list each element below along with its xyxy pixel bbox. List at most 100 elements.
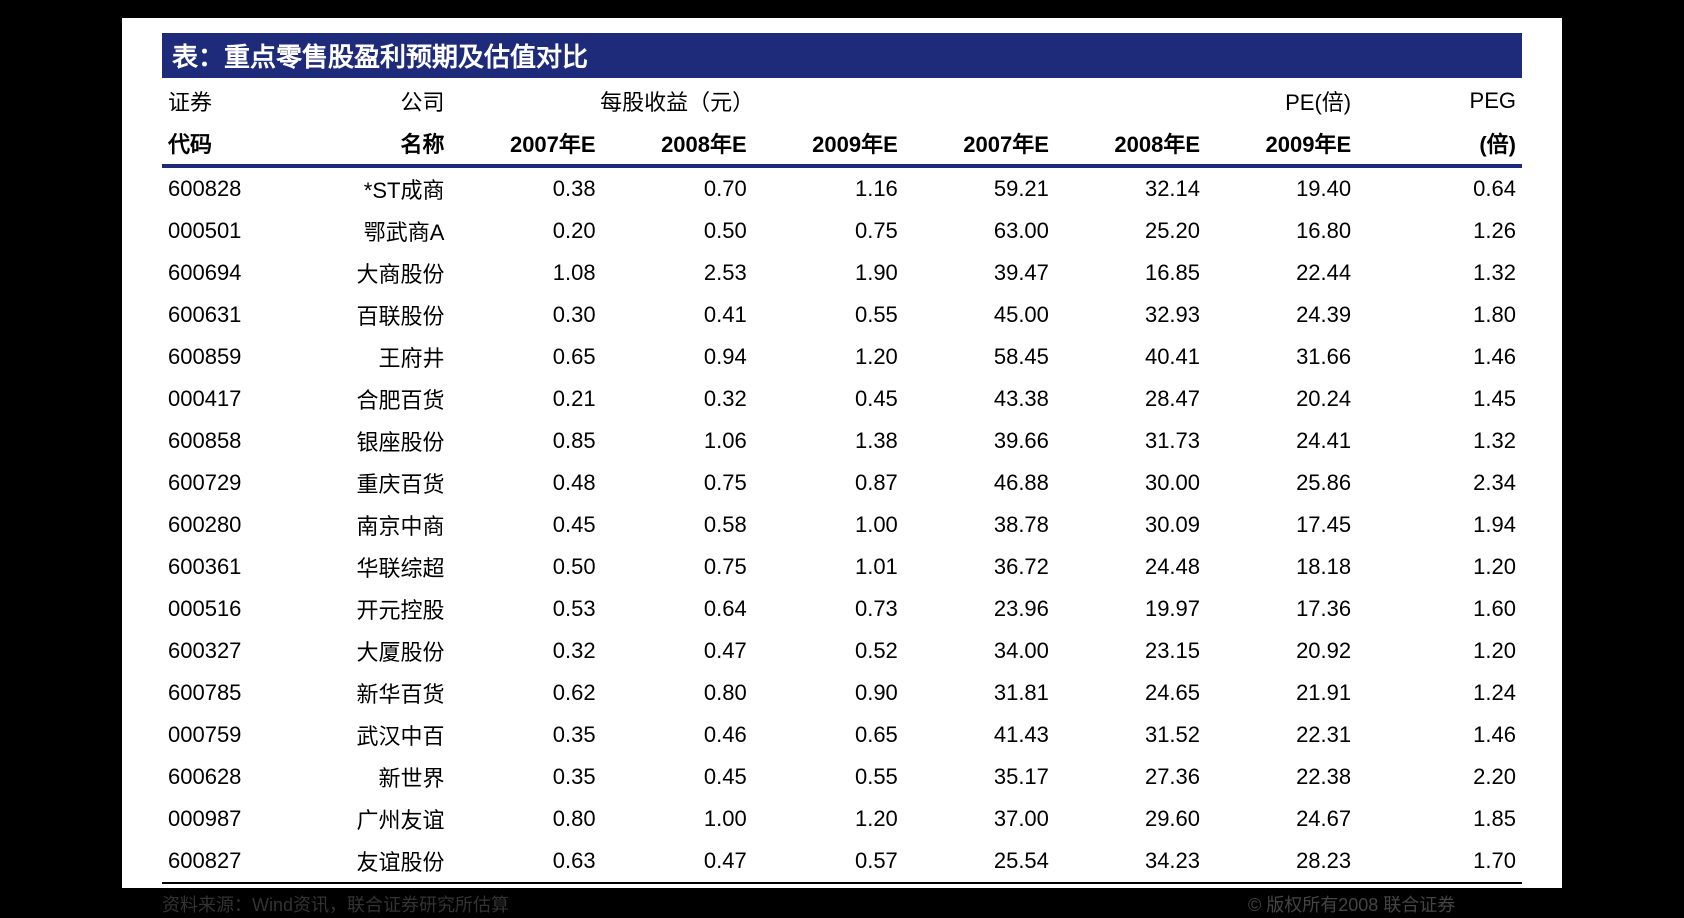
- cell-peg: 1.70: [1357, 840, 1522, 883]
- cell-eps07: 0.32: [450, 630, 601, 672]
- cell-pe08: 40.41: [1055, 336, 1206, 378]
- cell-eps08: 0.70: [602, 166, 753, 210]
- cell-pe07: 25.54: [904, 840, 1055, 883]
- cell-peg: 1.46: [1357, 336, 1522, 378]
- cell-eps07: 0.38: [450, 166, 601, 210]
- cell-code: 600694: [162, 252, 286, 294]
- table-row: 600361华联综超0.500.751.0136.7224.4818.181.2…: [162, 546, 1522, 588]
- cell-eps08: 0.47: [602, 840, 753, 883]
- cell-eps07: 0.45: [450, 504, 601, 546]
- cell-eps07: 0.62: [450, 672, 601, 714]
- cell-name: 王府井: [286, 336, 451, 378]
- cell-pe08: 27.36: [1055, 756, 1206, 798]
- slide-footer: 资料来源：Wind资讯，联合证券研究所估算 © 版权所有2008 联合证券 25: [162, 890, 1522, 918]
- cell-eps07: 0.35: [450, 756, 601, 798]
- cell-name: 银座股份: [286, 420, 451, 462]
- cell-pe09: 22.44: [1206, 252, 1357, 294]
- cell-code: 000501: [162, 210, 286, 252]
- cell-pe08: 31.73: [1055, 420, 1206, 462]
- slide-container: 表：重点零售股盈利预期及估值对比 证券 公司 每股收益（元） PE(倍) PEG…: [122, 18, 1562, 888]
- th-eps-group: 每股收益（元）: [450, 80, 903, 122]
- table-row: 000987广州友谊0.801.001.2037.0029.6024.671.8…: [162, 798, 1522, 840]
- cell-eps08: 0.46: [602, 714, 753, 756]
- table-row: 600694大商股份1.082.531.9039.4716.8522.441.3…: [162, 252, 1522, 294]
- table-body: 600828*ST成商0.380.701.1659.2132.1419.400.…: [162, 166, 1522, 883]
- cell-eps08: 2.53: [602, 252, 753, 294]
- cell-eps07: 0.35: [450, 714, 601, 756]
- cell-eps09: 0.73: [753, 588, 904, 630]
- cell-eps08: 0.94: [602, 336, 753, 378]
- cell-peg: 2.34: [1357, 462, 1522, 504]
- th-peg-unit: (倍): [1357, 122, 1522, 166]
- retail-stocks-table: 证券 公司 每股收益（元） PE(倍) PEG 代码 名称 2007年E 200…: [162, 80, 1522, 884]
- table-row: 600859王府井0.650.941.2058.4540.4131.661.46: [162, 336, 1522, 378]
- cell-code: 000417: [162, 378, 286, 420]
- table-row: 000501鄂武商A0.200.500.7563.0025.2016.801.2…: [162, 210, 1522, 252]
- cell-eps08: 0.75: [602, 462, 753, 504]
- page-number: 25: [1495, 890, 1522, 918]
- cell-peg: 1.85: [1357, 798, 1522, 840]
- cell-eps07: 0.21: [450, 378, 601, 420]
- cell-eps09: 0.87: [753, 462, 904, 504]
- cell-name: 新世界: [286, 756, 451, 798]
- cell-peg: 1.46: [1357, 714, 1522, 756]
- th-eps-2009: 2009年E: [753, 122, 904, 166]
- cell-eps09: 0.55: [753, 294, 904, 336]
- cell-peg: 1.26: [1357, 210, 1522, 252]
- cell-eps08: 0.32: [602, 378, 753, 420]
- table-row: 600327大厦股份0.320.470.5234.0023.1520.921.2…: [162, 630, 1522, 672]
- table-title: 表：重点零售股盈利预期及估值对比: [162, 33, 1522, 78]
- table-row: 600280南京中商0.450.581.0038.7830.0917.451.9…: [162, 504, 1522, 546]
- cell-eps09: 1.00: [753, 504, 904, 546]
- cell-pe09: 21.91: [1206, 672, 1357, 714]
- cell-code: 600729: [162, 462, 286, 504]
- cell-eps07: 0.85: [450, 420, 601, 462]
- cell-eps08: 0.50: [602, 210, 753, 252]
- table-row: 000516开元控股0.530.640.7323.9619.9717.361.6…: [162, 588, 1522, 630]
- table-row: 600828*ST成商0.380.701.1659.2132.1419.400.…: [162, 166, 1522, 210]
- cell-eps08: 0.80: [602, 672, 753, 714]
- cell-code: 000759: [162, 714, 286, 756]
- cell-code: 600280: [162, 504, 286, 546]
- cell-eps08: 1.06: [602, 420, 753, 462]
- cell-eps07: 0.53: [450, 588, 601, 630]
- cell-pe08: 31.52: [1055, 714, 1206, 756]
- cell-eps09: 0.90: [753, 672, 904, 714]
- cell-pe08: 16.85: [1055, 252, 1206, 294]
- cell-pe08: 30.09: [1055, 504, 1206, 546]
- table-row: 000759武汉中百0.350.460.6541.4331.5222.311.4…: [162, 714, 1522, 756]
- cell-pe07: 35.17: [904, 756, 1055, 798]
- cell-eps07: 1.08: [450, 252, 601, 294]
- cell-code: 600361: [162, 546, 286, 588]
- cell-pe09: 31.66: [1206, 336, 1357, 378]
- cell-pe08: 23.15: [1055, 630, 1206, 672]
- data-source: 资料来源：Wind资讯，联合证券研究所估算: [162, 891, 509, 917]
- cell-code: 600827: [162, 840, 286, 883]
- cell-eps07: 0.80: [450, 798, 601, 840]
- cell-code: 000987: [162, 798, 286, 840]
- th-eps-2008: 2008年E: [602, 122, 753, 166]
- copyright-text: © 版权所有2008 联合证券: [1248, 891, 1455, 917]
- cell-eps09: 1.90: [753, 252, 904, 294]
- cell-name: 大商股份: [286, 252, 451, 294]
- cell-pe07: 39.47: [904, 252, 1055, 294]
- cell-eps09: 0.57: [753, 840, 904, 883]
- cell-pe07: 39.66: [904, 420, 1055, 462]
- cell-code: 000516: [162, 588, 286, 630]
- cell-eps08: 0.45: [602, 756, 753, 798]
- cell-name: 重庆百货: [286, 462, 451, 504]
- table-row: 600628新世界0.350.450.5535.1727.3622.382.20: [162, 756, 1522, 798]
- cell-eps07: 0.50: [450, 546, 601, 588]
- cell-peg: 1.45: [1357, 378, 1522, 420]
- cell-pe08: 32.93: [1055, 294, 1206, 336]
- cell-name: 武汉中百: [286, 714, 451, 756]
- table-row: 600729重庆百货0.480.750.8746.8830.0025.862.3…: [162, 462, 1522, 504]
- cell-pe08: 24.48: [1055, 546, 1206, 588]
- cell-eps09: 1.20: [753, 798, 904, 840]
- cell-pe09: 16.80: [1206, 210, 1357, 252]
- cell-peg: 1.24: [1357, 672, 1522, 714]
- cell-eps07: 0.48: [450, 462, 601, 504]
- th-pe-2008: 2008年E: [1055, 122, 1206, 166]
- cell-pe09: 20.92: [1206, 630, 1357, 672]
- cell-eps09: 1.16: [753, 166, 904, 210]
